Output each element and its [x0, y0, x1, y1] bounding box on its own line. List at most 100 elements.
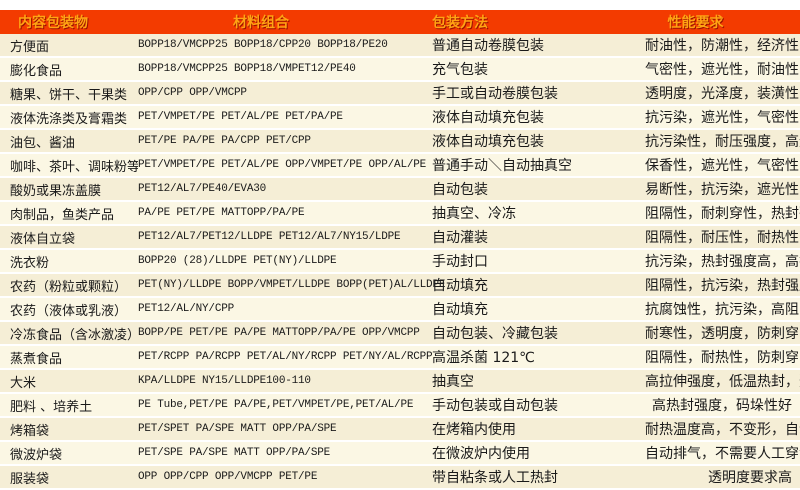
cell-method: 自动填充 — [432, 302, 488, 318]
table-row: 蒸煮食品 PET/RCPP PA/RCPP PET/AL/NY/RCPP PET/… — [0, 346, 800, 370]
cell-materials: KPA/LLDPE NY15/LLDPE100-110 — [138, 375, 311, 387]
cell-materials: PET12/AL7/PE40/EVA30 — [138, 183, 267, 195]
cell-method: 自动包装、冷藏包装 — [432, 326, 558, 342]
cell-method: 普通自动卷膜包装 — [432, 38, 544, 54]
cell-item: 肥料 、培养土 — [10, 399, 93, 415]
table-row: 肉制品，鱼类产品 PA/PE PET/PE MATTOPP/PA/PE 抽真空、冷冻… — [0, 202, 800, 226]
cell-method: 在烤箱内使用 — [432, 422, 516, 438]
cell-item: 大米 — [10, 375, 37, 391]
cell-materials: PET(NY)/LLDPE BOPP/VMPET/LLDPE BOPP(PET)… — [138, 279, 446, 291]
table-row: 大米 KPA/LLDPE NY15/LLDPE100-110 抽真空 高拉伸强度，低温… — [0, 370, 800, 394]
cell-performance: 耐热温度高，不变形，自动排气 — [645, 422, 800, 438]
cell-performance: 抗腐蚀性，抗污染，高阻隔，热封强度 — [645, 302, 800, 318]
table-row: 服装袋 OPP OPP/CPP OPP/VMCPP PET/PE 带自粘条或人工热封… — [0, 466, 800, 490]
cell-materials: BOPP18/VMCPP25 BOPP18/VMPET12/PE40 — [138, 63, 356, 75]
cell-materials: BOPP/PE PET/PE PA/PE MATTOPP/PA/PE OPP/V… — [138, 327, 420, 339]
cell-item: 液体自立袋 — [10, 231, 76, 247]
cell-materials: PET/PE PA/PE PA/CPP PET/CPP — [138, 135, 311, 147]
cell-item: 农药（液体或乳液） — [10, 303, 128, 319]
table-row: 烤箱袋 PET/SPET PA/SPE MATT OPP/PA/SPE 在烤箱内使用… — [0, 418, 800, 442]
cell-performance: 高热封强度，码垛性好 — [652, 398, 792, 414]
cell-method: 高温杀菌 121℃ — [432, 350, 535, 366]
table-row: 膨化食品 BOPP18/VMCPP25 BOPP18/VMPET12/PE40 充气… — [0, 58, 800, 82]
cell-performance: 阻隔性，抗污染，热封强度 — [645, 278, 800, 294]
cell-method: 手工或自动卷膜包装 — [432, 86, 558, 102]
column-header-contents: 内容包装物 — [18, 15, 88, 31]
table-row: 肥料 、培养土 PE Tube,PET/PE PA/PE,PET/VMPET/PE… — [0, 394, 800, 418]
cell-performance: 气密性，遮光性，耐油性 — [645, 62, 799, 78]
cell-performance: 阻隔性，耐热性，防刺穿，遮光性 — [645, 350, 800, 366]
cell-method: 液体自动填充包装 — [432, 134, 544, 150]
cell-method: 充气包装 — [432, 62, 488, 78]
cell-performance: 耐油性，防潮性，经济性，高速包装 — [645, 38, 800, 54]
cell-materials: PET/VMPET/PE PET/AL/PE OPP/VMPET/PE OPP/… — [138, 159, 427, 171]
cell-method: 自动包装 — [432, 182, 488, 198]
cell-materials: PET/SPE PA/SPE MATT OPP/PA/SPE — [138, 447, 331, 459]
cell-performance: 阻隔性，耐压性，耐热性，耐刺穿，抗污染 — [645, 230, 800, 246]
table-row: 液体洗涤类及膏霜类 PET/VMPET/PE PET/AL/PE PET/PA/P… — [0, 106, 800, 130]
cell-performance: 耐寒性，透明度，防刺穿，遮光性 — [645, 326, 800, 342]
table-body: 方便面 BOPP18/VMCPP25 BOPP18/CPP20 BOPP18/PE… — [0, 34, 800, 490]
cell-item: 糖果、饼干、干果类 — [10, 87, 128, 103]
cell-method: 手动包装或自动包装 — [432, 398, 558, 414]
cell-item: 膨化食品 — [10, 63, 63, 79]
cell-materials: PE Tube,PET/PE PA/PE,PET/VMPET/PE,PET/AL… — [138, 399, 414, 411]
cell-item: 肉制品，鱼类产品 — [10, 207, 115, 223]
cell-item: 冷冻食品（含冰激凌） — [10, 327, 138, 343]
table-row: 液体自立袋 PET12/AL7/PET12/LLDPE PET12/AL7/NY1… — [0, 226, 800, 250]
cell-item: 方便面 — [10, 39, 50, 55]
cell-method: 自动灌装 — [432, 230, 488, 246]
cell-item: 微波炉袋 — [10, 447, 63, 463]
cell-method: 普通手动＼自动抽真空 — [432, 158, 572, 174]
cell-performance: 自动排气，不需要人工穿洞 — [645, 446, 800, 462]
cell-item: 洗衣粉 — [10, 255, 50, 271]
table-row: 洗衣粉 BOPP20 (28)/LLDPE PET(NY)/LLDPE 手动封口 抗污… — [0, 250, 800, 274]
cell-materials: BOPP20 (28)/LLDPE PET(NY)/LLDPE — [138, 255, 337, 267]
cell-materials: PET/SPET PA/SPE MATT OPP/PA/SPE — [138, 423, 337, 435]
table-row: 酸奶或果冻盖膜 PET12/AL7/PE40/EVA30 自动包装 易断性，抗污染，遮… — [0, 178, 800, 202]
cell-materials: BOPP18/VMCPP25 BOPP18/CPP20 BOPP18/PE20 — [138, 39, 388, 51]
cell-item: 服装袋 — [10, 471, 50, 487]
table-header-row: 内容包装物 材料组合 包装方法 性能要求 — [0, 10, 800, 34]
cell-method: 抽真空 — [432, 374, 474, 390]
table-row: 方便面 BOPP18/VMCPP25 BOPP18/CPP20 BOPP18/PE… — [0, 34, 800, 58]
cell-materials: PET/VMPET/PE PET/AL/PE PET/PA/PE — [138, 111, 343, 123]
table-row: 咖啡、茶叶、调味粉等 PET/VMPET/PE PET/AL/PE OPP/VMP… — [0, 154, 800, 178]
table-row: 微波炉袋 PET/SPE PA/SPE MATT OPP/PA/SPE 在微波炉内使… — [0, 442, 800, 466]
table-row: 冷冻食品（含冰激凌） BOPP/PE PET/PE PA/PE MATTOPP/P… — [0, 322, 800, 346]
cell-item: 烤箱袋 — [10, 423, 50, 439]
cell-item: 酸奶或果冻盖膜 — [10, 183, 102, 199]
cell-performance: 易断性，抗污染，遮光性，尺寸稳定 — [645, 182, 800, 198]
cell-method: 抽真空、冷冻 — [432, 206, 516, 222]
cell-performance: 高拉伸强度，低温热封，透明度，手挽强度高 — [645, 374, 800, 390]
cell-item: 液体洗涤类及膏霜类 — [10, 111, 128, 127]
cell-materials: PET12/AL/NY/CPP — [138, 303, 235, 315]
cell-performance: 抗污染，遮光性，气密性，高强度 — [645, 110, 800, 126]
cell-materials: PA/PE PET/PE MATTOPP/PA/PE — [138, 207, 305, 219]
cell-materials: PET12/AL7/PET12/LLDPE PET12/AL7/NY15/LDP… — [138, 231, 401, 243]
cell-performance: 保香性，遮光性，气密性，抗静电 — [645, 158, 800, 174]
column-header-method: 包装方法 — [432, 15, 488, 31]
cell-method: 带自粘条或人工热封 — [432, 470, 558, 486]
cell-materials: OPP OPP/CPP OPP/VMCPP PET/PE — [138, 471, 318, 483]
cell-performance: 透明度要求高 — [708, 470, 792, 486]
cell-materials: PET/RCPP PA/RCPP PET/AL/NY/RCPP PET/NY/A… — [138, 351, 433, 363]
cell-item: 农药（粉粒或颗粒） — [10, 279, 128, 295]
cell-performance: 阻隔性，耐刺穿性，热封强度，耐热性 — [645, 206, 800, 222]
cell-method: 手动封口 — [432, 254, 488, 270]
cell-performance: 抗污染，热封强度高，高拉伸强度 — [645, 254, 800, 270]
column-header-performance: 性能要求 — [667, 15, 724, 31]
cell-item: 蒸煮食品 — [10, 351, 63, 367]
table-row: 农药（粉粒或颗粒） PET(NY)/LLDPE BOPP/VMPET/LLDPE … — [0, 274, 800, 298]
cell-performance: 抗污染性，耐压强度，高速包装 — [645, 134, 800, 150]
cell-performance: 透明度，光泽度，装潢性，经济性 — [645, 86, 800, 102]
cell-method: 液体自动填充包装 — [432, 110, 544, 126]
table-row: 油包、酱油 PET/PE PA/PE PA/CPP PET/CPP 液体自动填充包装… — [0, 130, 800, 154]
table-row: 农药（液体或乳液） PET12/AL/NY/CPP 自动填充 抗腐蚀性，抗污染，高阻隔… — [0, 298, 800, 322]
cell-method: 自动填充 — [432, 278, 488, 294]
column-header-materials: 材料组合 — [233, 15, 289, 31]
cell-item: 咖啡、茶叶、调味粉等 — [10, 159, 138, 175]
cell-materials: OPP/CPP OPP/VMCPP — [138, 87, 247, 99]
table-row: 糖果、饼干、干果类 OPP/CPP OPP/VMCPP 手工或自动卷膜包装 透明度，光… — [0, 82, 800, 106]
